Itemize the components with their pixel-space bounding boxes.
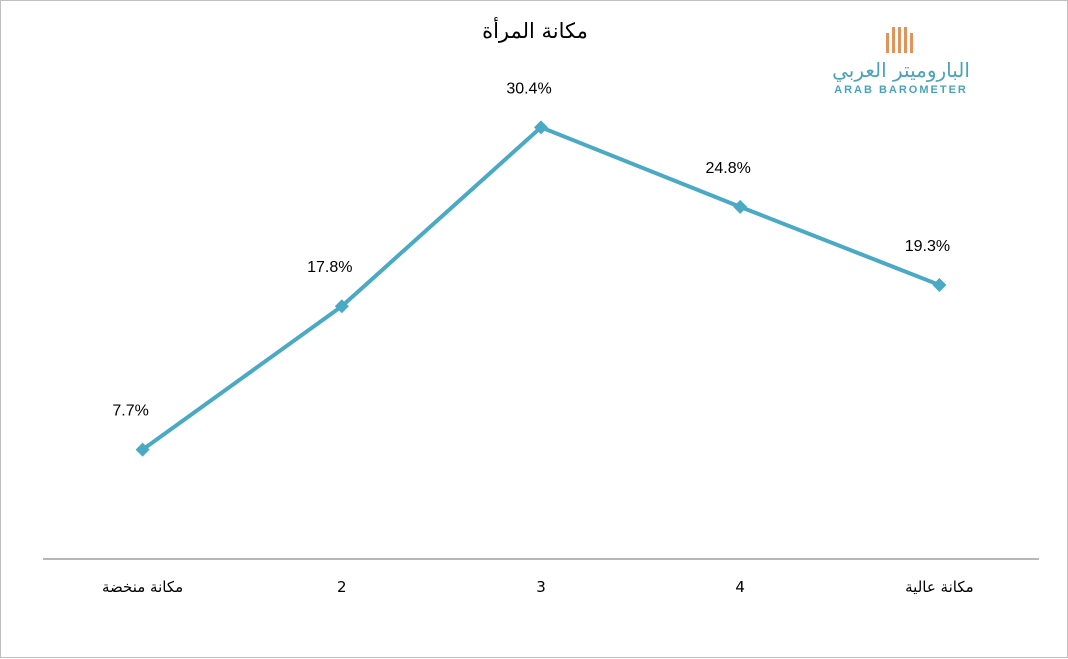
- x-tick-label: 2: [337, 578, 347, 596]
- data-label: 24.8%: [706, 160, 751, 177]
- logo-english-text: ARAB BAROMETER: [834, 84, 968, 96]
- logo-bars-icon: [886, 27, 913, 53]
- data-point-marker: [334, 299, 349, 314]
- logo-arabic-text: الباروميتر العربي: [832, 58, 970, 82]
- data-label: 7.7%: [112, 403, 148, 420]
- data-label: 17.8%: [307, 259, 352, 276]
- x-tick-label: مكانة عالية: [905, 578, 974, 596]
- data-label: 30.4%: [506, 80, 551, 97]
- data-point-marker: [534, 120, 548, 135]
- data-point-marker: [135, 442, 150, 457]
- chart-title: مكانة المرأة: [482, 19, 588, 43]
- arab-barometer-logo: الباروميتر العربي ARAB BAROMETER: [821, 25, 981, 105]
- data-point-marker: [733, 199, 748, 214]
- data-label: 19.3%: [905, 238, 950, 255]
- data-point-marker: [932, 277, 947, 292]
- x-tick-label: مكانة منخضة: [102, 578, 183, 596]
- x-tick-label: 4: [735, 578, 745, 596]
- x-tick-label: 3: [536, 578, 546, 596]
- series-line: [141, 125, 941, 452]
